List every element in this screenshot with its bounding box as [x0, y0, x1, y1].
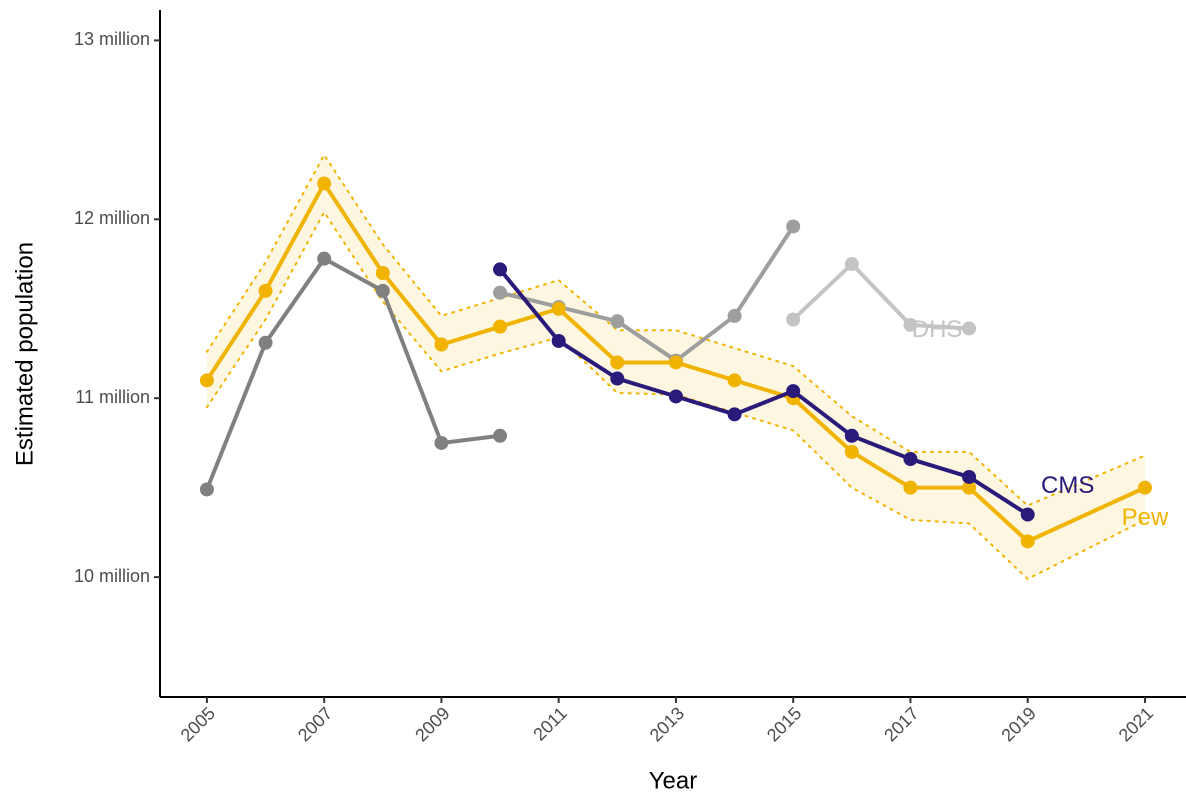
point: [903, 452, 918, 467]
point: [668, 389, 683, 404]
series-line: [205, 181, 1146, 544]
point: [844, 444, 859, 459]
band-edge: [205, 152, 1146, 507]
point: [493, 428, 508, 443]
y-axis-title: Estimated population: [11, 242, 38, 466]
y-tick-label: 13 million: [74, 29, 150, 49]
y-tick-label: 10 million: [74, 566, 150, 586]
point: [199, 482, 214, 497]
point: [962, 480, 977, 495]
point: [375, 283, 390, 298]
point: [199, 373, 214, 388]
point: [493, 262, 508, 277]
point: [434, 435, 449, 450]
series-line: [498, 268, 1029, 517]
point: [786, 384, 801, 399]
x-tick-label: 2019: [997, 703, 1039, 745]
point: [844, 428, 859, 443]
point: [493, 285, 508, 300]
point: [786, 312, 801, 327]
point: [903, 480, 918, 495]
x-tick-label: 2011: [529, 703, 571, 745]
point: [727, 407, 742, 422]
point: [317, 251, 332, 266]
point: [610, 314, 625, 329]
point: [962, 321, 977, 336]
y-tick-label: 12 million: [74, 208, 150, 228]
point: [493, 319, 508, 334]
y-tick-label: 11 million: [75, 387, 150, 407]
series-line: [499, 225, 795, 363]
point: [903, 317, 918, 332]
point: [258, 283, 273, 298]
point: [727, 308, 742, 323]
x-tick-label: 2013: [646, 703, 688, 745]
point: [844, 257, 859, 272]
series-label: DHS: [912, 316, 963, 343]
point: [434, 337, 449, 352]
series-line: [205, 256, 501, 491]
point: [786, 219, 801, 234]
point: [1020, 534, 1035, 549]
x-axis-title: Year: [649, 767, 698, 794]
point: [668, 355, 683, 370]
series-line: [791, 262, 970, 331]
x-tick-label: 2015: [763, 703, 805, 745]
series-label: CMS: [1041, 472, 1094, 499]
x-tick-label: 2021: [1115, 703, 1157, 745]
point: [962, 469, 977, 484]
point: [258, 335, 273, 350]
point: [551, 301, 566, 316]
x-tick-label: 2017: [880, 703, 922, 745]
point: [727, 373, 742, 388]
series-label: Pew: [1122, 504, 1169, 531]
point: [1137, 480, 1152, 495]
point: [317, 176, 332, 191]
x-tick-label: 2009: [411, 703, 453, 745]
point: [551, 333, 566, 348]
x-tick-label: 2005: [177, 703, 219, 745]
x-tick-label: 2007: [294, 703, 336, 745]
band-edge: [205, 210, 1146, 581]
point: [375, 265, 390, 280]
point: [1020, 507, 1035, 522]
point: [610, 355, 625, 370]
point: [610, 371, 625, 386]
